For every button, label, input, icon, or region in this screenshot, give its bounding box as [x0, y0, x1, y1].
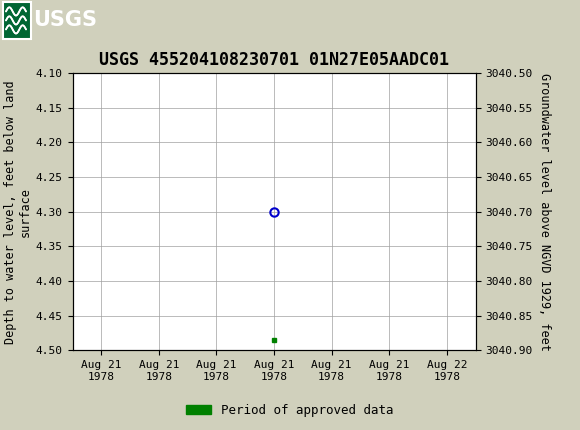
Y-axis label: Groundwater level above NGVD 1929, feet: Groundwater level above NGVD 1929, feet: [538, 73, 551, 351]
Y-axis label: Depth to water level, feet below land
surface: Depth to water level, feet below land su…: [3, 80, 32, 344]
Legend: Period of approved data: Period of approved data: [181, 399, 399, 421]
Title: USGS 455204108230701 01N27E05AADC01: USGS 455204108230701 01N27E05AADC01: [99, 51, 449, 69]
Bar: [3, 2, 31, 39]
Text: USGS: USGS: [33, 10, 97, 31]
